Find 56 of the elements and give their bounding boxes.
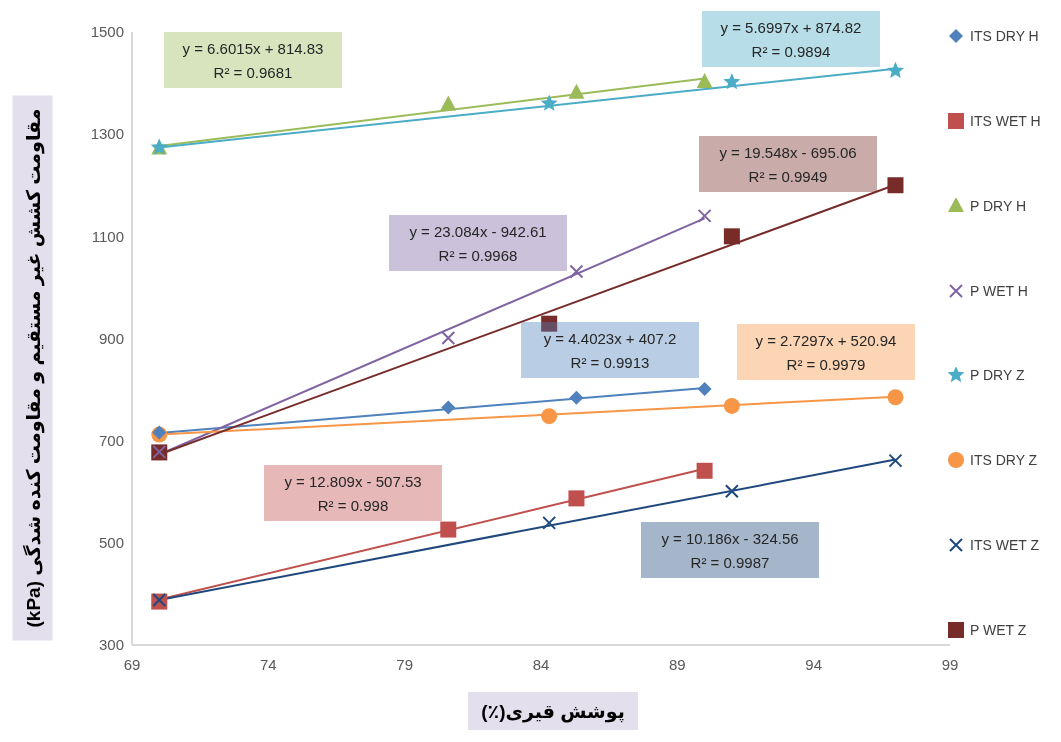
x-tick-label: 84: [532, 655, 550, 673]
legend-label: ITS DRY H: [970, 28, 1039, 44]
point: [723, 397, 740, 414]
x-tick-label: 79: [396, 655, 414, 673]
point: [696, 462, 713, 479]
point: [568, 490, 585, 507]
y-tick-label: 700: [98, 431, 124, 449]
annotation: y = 23.084x - 942.61 R² = 0.9968: [409, 223, 547, 264]
x-tick-label: 94: [805, 655, 823, 673]
point: [887, 177, 904, 194]
y-axis-title: مقاومت کشش غیر مستقیم و مقاومت کنده شدگی (kPa): [12, 95, 53, 641]
y-tick-label: 1300: [90, 125, 124, 143]
x-tick-label: 74: [259, 655, 277, 673]
annotation: y = 12.809x - 507.53 R² = 0.998: [284, 473, 422, 514]
point: [541, 408, 558, 425]
annotation: y = 5.6997x + 874.82 R² = 0.9894: [720, 19, 862, 60]
legend-label: P WET Z: [970, 621, 1027, 638]
point: [888, 453, 903, 468]
point: [697, 382, 712, 397]
x-tick-label: 89: [668, 655, 686, 673]
legend-label: P DRY Z: [970, 367, 1025, 384]
x-tick-label: 99: [941, 655, 959, 673]
annotation: y = 4.4023x + 407.2 R² = 0.9913: [543, 330, 677, 371]
annotation: y = 2.7297x + 520.94 R² = 0.9979: [755, 332, 897, 373]
point: [440, 521, 457, 538]
legend-label: P DRY H: [970, 197, 1027, 214]
point: [441, 330, 456, 345]
y-tick-label: 500: [98, 534, 124, 552]
point: [724, 484, 739, 499]
point: [542, 515, 557, 530]
y-tick-label: 300: [98, 636, 124, 654]
y-tick-label: 1500: [90, 23, 124, 41]
point: [723, 73, 741, 90]
legend-label: ITS WET Z: [970, 537, 1039, 554]
point: [541, 315, 558, 332]
point: [696, 73, 713, 89]
point: [697, 208, 712, 223]
legend-label: ITS WET H: [970, 112, 1041, 129]
annotation: y = 6.6015x + 814.83 R² = 0.9681: [182, 40, 324, 81]
point: [886, 61, 905, 79]
y-tick-label: 900: [98, 329, 124, 347]
x-axis-title: پوشش قیری(٪): [468, 692, 638, 730]
point: [441, 400, 456, 415]
point: [723, 228, 740, 245]
point: [569, 390, 584, 405]
annotation: y = 10.186x - 324.56 R² = 0.9987: [661, 530, 799, 571]
x-tick-label: 69: [123, 655, 141, 673]
legend-label: ITS DRY Z: [970, 452, 1038, 469]
point: [569, 264, 584, 279]
annotation: y = 19.548x - 695.06 R² = 0.9949: [719, 144, 857, 185]
point: [887, 389, 904, 406]
point: [568, 83, 585, 99]
point: [440, 95, 457, 111]
legend-label: P WET H: [970, 282, 1028, 299]
point: [540, 94, 558, 111]
y-tick-label: 1100: [91, 227, 124, 245]
